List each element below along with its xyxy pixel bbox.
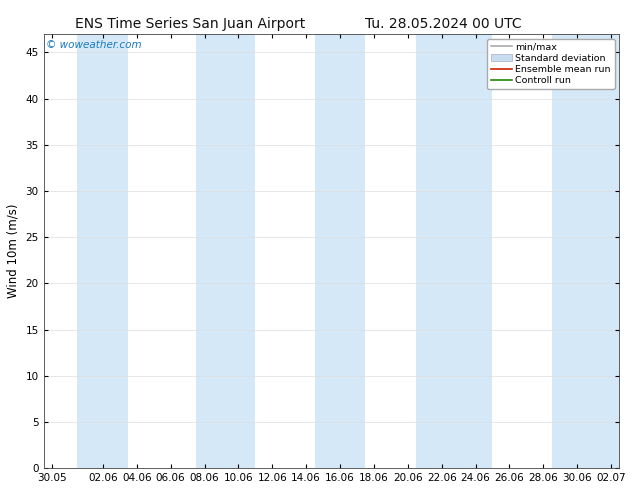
- Bar: [417, 34, 493, 468]
- Text: Tu. 28.05.2024 00 UTC: Tu. 28.05.2024 00 UTC: [365, 17, 522, 31]
- Y-axis label: Wind 10m (m/s): Wind 10m (m/s): [7, 204, 20, 298]
- Text: © woweather.com: © woweather.com: [46, 40, 142, 50]
- Bar: [196, 34, 256, 468]
- Bar: [314, 34, 365, 468]
- Legend: min/max, Standard deviation, Ensemble mean run, Controll run: min/max, Standard deviation, Ensemble me…: [487, 39, 615, 89]
- Text: ENS Time Series San Juan Airport: ENS Time Series San Juan Airport: [75, 17, 306, 31]
- Bar: [77, 34, 128, 468]
- Bar: [552, 34, 628, 468]
